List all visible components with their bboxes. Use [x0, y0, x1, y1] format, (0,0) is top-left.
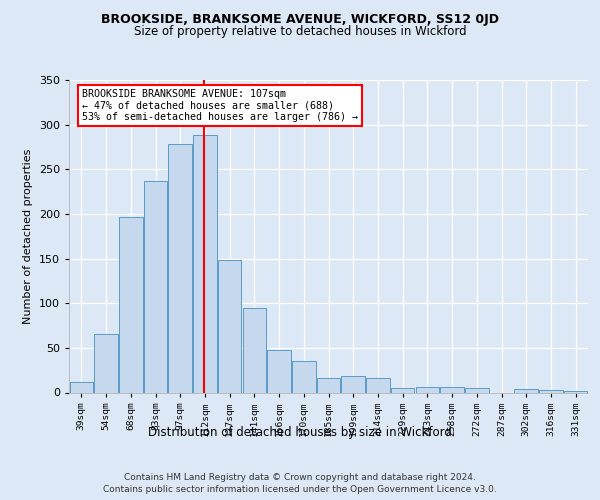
Bar: [391, 388, 415, 392]
Bar: [292, 361, 316, 392]
Bar: [366, 378, 389, 392]
Bar: [242, 308, 266, 392]
Bar: [440, 387, 464, 392]
Text: BROOKSIDE, BRANKSOME AVENUE, WICKFORD, SS12 0JD: BROOKSIDE, BRANKSOME AVENUE, WICKFORD, S…: [101, 12, 499, 26]
Bar: [193, 136, 217, 392]
Bar: [341, 376, 365, 392]
Bar: [218, 260, 241, 392]
Text: Distribution of detached houses by size in Wickford: Distribution of detached houses by size …: [148, 426, 452, 439]
Text: Contains HM Land Registry data © Crown copyright and database right 2024.: Contains HM Land Registry data © Crown c…: [124, 472, 476, 482]
Bar: [94, 334, 118, 392]
Bar: [268, 350, 291, 393]
Text: BROOKSIDE BRANKSOME AVENUE: 107sqm
← 47% of detached houses are smaller (688)
53: BROOKSIDE BRANKSOME AVENUE: 107sqm ← 47%…: [82, 89, 358, 122]
Bar: [144, 181, 167, 392]
Bar: [465, 388, 488, 392]
Text: Size of property relative to detached houses in Wickford: Size of property relative to detached ho…: [134, 25, 466, 38]
Text: Contains public sector information licensed under the Open Government Licence v3: Contains public sector information licen…: [103, 485, 497, 494]
Bar: [564, 390, 587, 392]
Bar: [416, 387, 439, 392]
Bar: [539, 390, 563, 392]
Bar: [317, 378, 340, 392]
Y-axis label: Number of detached properties: Number of detached properties: [23, 148, 33, 324]
Bar: [119, 216, 143, 392]
Bar: [70, 382, 93, 392]
Bar: [169, 144, 192, 392]
Bar: [514, 389, 538, 392]
